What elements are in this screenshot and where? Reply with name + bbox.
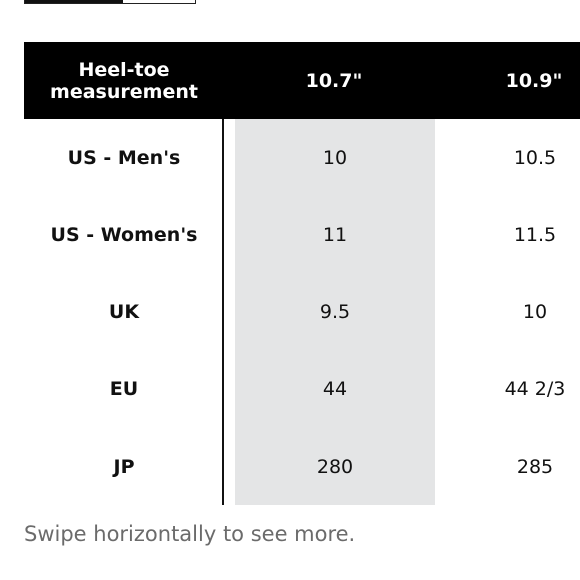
row-value-col1: 280 xyxy=(316,455,354,478)
row-label: US - Men's xyxy=(67,146,181,169)
row-value-col2: 285 xyxy=(516,455,554,478)
table-row-us-womens: US - Women's 11 11.5 xyxy=(24,196,580,273)
row-label: US - Women's xyxy=(50,223,198,246)
row-value-col1: 9.5 xyxy=(319,300,351,323)
header-label-line1: Heel-toe xyxy=(78,58,170,81)
row-value-col1: 44 xyxy=(322,377,348,400)
table-row-uk: UK 9.5 10 xyxy=(24,273,580,350)
table-row-us-mens: US - Men's 10 10.5 xyxy=(24,119,580,196)
unit-toggle-inactive-segment[interactable] xyxy=(123,0,195,3)
header-measurement-label: Heel-toe measurement xyxy=(24,42,224,119)
header-label-line2: measurement xyxy=(50,80,198,103)
unit-toggle[interactable] xyxy=(24,0,196,4)
row-value-col2: 10.5 xyxy=(513,146,557,169)
row-value-col2: 44 2/3 xyxy=(504,377,566,400)
row-value-col1: 10 xyxy=(322,146,348,169)
row-label: EU xyxy=(109,377,139,400)
table-row-jp: JP 280 285 xyxy=(24,428,580,505)
row-label: JP xyxy=(113,455,135,478)
row-value-col2: 10 xyxy=(522,300,548,323)
row-value-col2: 11.5 xyxy=(513,223,557,246)
table-row-eu: EU 44 44 2/3 xyxy=(24,350,580,427)
row-value-col1: 11 xyxy=(322,223,348,246)
header-column-1: 10.7" xyxy=(305,69,363,92)
header-column-2: 10.9" xyxy=(505,69,563,92)
size-table-header: Heel-toe measurement 10.7" 10.9" xyxy=(24,42,580,119)
row-label: UK xyxy=(108,300,140,323)
selected-column-highlight xyxy=(235,119,435,505)
unit-toggle-active-segment[interactable] xyxy=(25,0,123,3)
swipe-hint-text: Swipe horizontally to see more. xyxy=(24,522,356,546)
label-column-divider xyxy=(222,119,224,505)
